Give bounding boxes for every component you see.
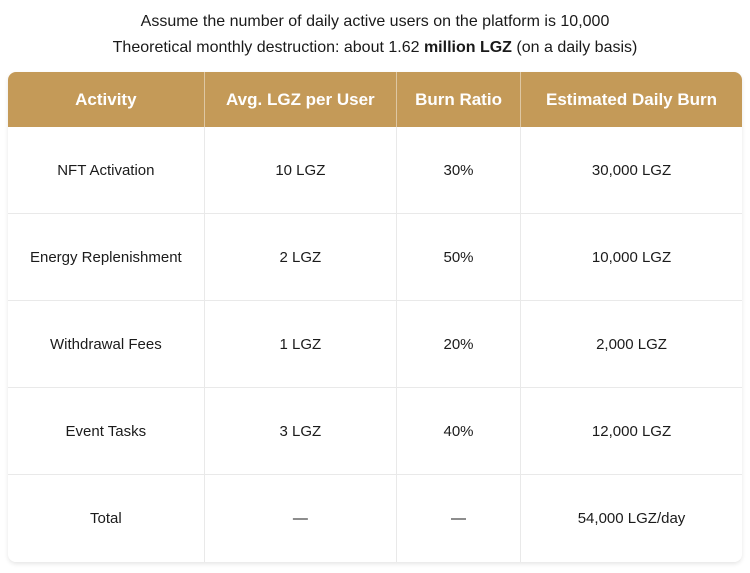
intro-line-2-suffix: (on a daily basis) <box>511 39 638 56</box>
cell-avg-lgz: 10 LGZ <box>204 127 397 214</box>
header-cell-activity: Activity <box>8 72 205 127</box>
header-cell-avg-lgz: Avg. LGZ per User <box>204 72 397 127</box>
cell-activity: Withdrawal Fees <box>8 301 205 388</box>
burn-table: Activity Avg. LGZ per User Burn Ratio Es… <box>8 72 742 562</box>
cell-avg-lgz: — <box>204 475 397 562</box>
header-cell-burn-ratio: Burn Ratio <box>397 72 522 127</box>
table-row-withdrawal-fees: Withdrawal Fees 1 LGZ 20% 2,000 LGZ <box>8 301 742 388</box>
cell-burn-ratio: — <box>397 475 522 562</box>
table-row-nft-activation: NFT Activation 10 LGZ 30% 30,000 LGZ <box>8 127 742 214</box>
cell-burn-ratio: 30% <box>397 127 522 214</box>
cell-burn-ratio: 40% <box>397 388 522 475</box>
header-cell-daily-burn: Estimated Daily Burn <box>521 72 742 127</box>
cell-daily-burn: 2,000 LGZ <box>521 301 742 388</box>
header-row: Activity Avg. LGZ per User Burn Ratio Es… <box>8 72 742 127</box>
intro-line-1: Assume the number of daily active users … <box>140 13 610 30</box>
intro-line-2-bold: million LGZ <box>423 39 512 56</box>
cell-activity: Energy Replenishment <box>8 214 205 301</box>
burn-table-container: Activity Avg. LGZ per User Burn Ratio Es… <box>8 72 742 562</box>
table-row-energy-replenishment: Energy Replenishment 2 LGZ 50% 10,000 LG… <box>8 214 742 301</box>
cell-activity: Total <box>8 475 205 562</box>
cell-avg-lgz: 2 LGZ <box>204 214 397 301</box>
cell-avg-lgz: 3 LGZ <box>204 388 397 475</box>
cell-daily-burn: 10,000 LGZ <box>521 214 742 301</box>
cell-daily-burn: 12,000 LGZ <box>521 388 742 475</box>
table-row-total: Total — — 54,000 LGZ/day <box>8 475 742 562</box>
cell-daily-burn: 54,000 LGZ/day <box>521 475 742 562</box>
cell-avg-lgz: 1 LGZ <box>204 301 397 388</box>
table-row-event-tasks: Event Tasks 3 LGZ 40% 12,000 LGZ <box>8 388 742 475</box>
intro-line-2-prefix: Theoretical monthly destruction: about 1… <box>112 39 424 56</box>
cell-daily-burn: 30,000 LGZ <box>521 127 742 214</box>
cell-activity: NFT Activation <box>8 127 205 214</box>
cell-burn-ratio: 50% <box>397 214 522 301</box>
intro-paragraph: Assume the number of daily active users … <box>0 0 750 61</box>
intro-line-2: Theoretical monthly destruction: about 1… <box>0 35 750 61</box>
cell-activity: Event Tasks <box>8 388 205 475</box>
cell-burn-ratio: 20% <box>397 301 522 388</box>
